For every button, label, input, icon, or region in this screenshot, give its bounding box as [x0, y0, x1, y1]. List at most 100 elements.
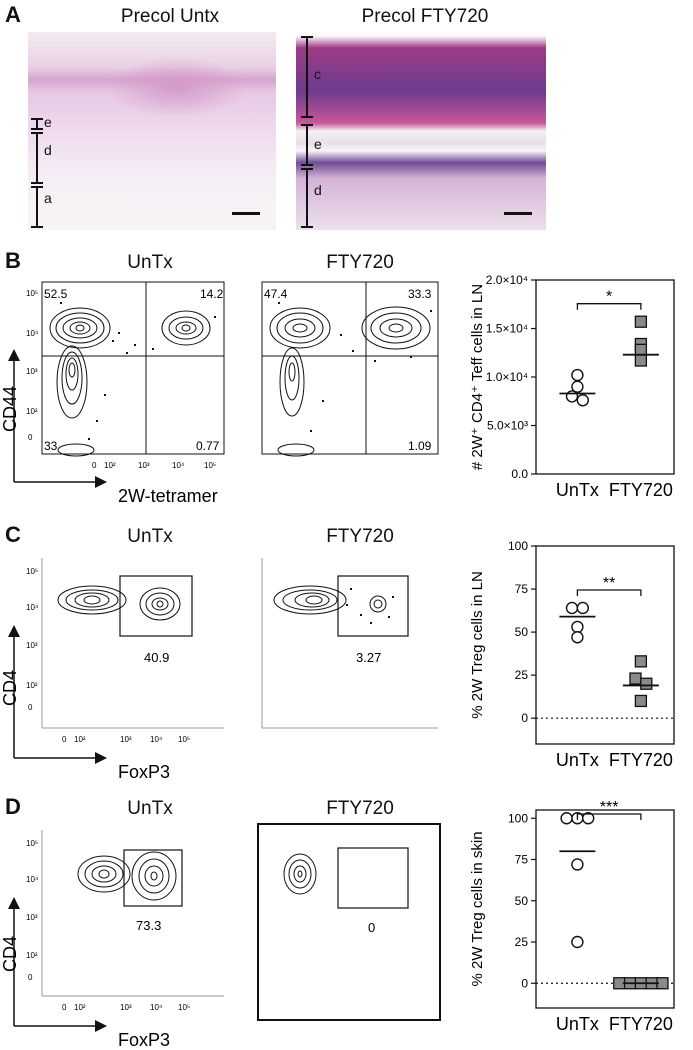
flow-plots-d: 73.3 10⁵ 10⁴ 10³ 10² 0 0 10² 10³ 10⁴ 10⁵… — [0, 823, 441, 1050]
svg-text:10²: 10² — [74, 735, 86, 744]
data-point-fty720 — [634, 694, 648, 708]
data-point-untx — [565, 390, 579, 403]
flow-b-untx-title: UnTx — [127, 252, 173, 273]
y-tick-label: 1.5×10⁴ — [486, 322, 528, 336]
flow-b-fty-plot: 47.4 33.3 1.09 — [261, 281, 439, 457]
svg-text:10²: 10² — [74, 1003, 86, 1012]
svg-text:10⁵: 10⁵ — [204, 461, 216, 470]
chart-teff-ln: 0.0 5.0×10³ 1.0×10⁴ 1.5×10⁴ 2.0×10⁴# 2W⁺ CD4… — [469, 273, 675, 500]
data-point-untx — [571, 368, 584, 382]
svg-text:10²: 10² — [26, 951, 38, 960]
significance-bracket — [576, 303, 642, 310]
y-tick-label: 50 — [515, 894, 529, 908]
svg-text:10³: 10³ — [26, 913, 38, 922]
y-tick-label: 5.0×10³ — [487, 419, 528, 433]
data-point-fty720 — [634, 354, 648, 367]
significance-marker: ** — [603, 575, 615, 592]
flow-d-fty-plot: 0 — [257, 823, 441, 1021]
significance-bracket — [576, 589, 642, 596]
data-point-untx — [571, 380, 584, 393]
significance-marker: * — [606, 289, 612, 306]
svg-text:73.3: 73.3 — [136, 918, 161, 933]
svg-text:10³: 10³ — [26, 367, 38, 376]
y-tick-label: 1.0×10⁴ — [486, 370, 528, 384]
svg-text:10⁴: 10⁴ — [150, 1003, 163, 1012]
category-label: FTY720 — [609, 480, 673, 500]
svg-text:0: 0 — [28, 703, 33, 712]
flow-plots-b: 52.5 14.2 33 0.77 10⁵ 10⁴ 10³ 10² 0 0 10… — [0, 281, 439, 506]
data-point-untx — [576, 394, 590, 407]
svg-text:FoxP3: FoxP3 — [118, 762, 170, 782]
layer-label-d-right: d — [314, 182, 322, 198]
svg-text:10⁵: 10⁵ — [178, 1003, 190, 1012]
panel-d-label: D — [5, 794, 21, 819]
layer-bracket-d-left — [31, 132, 43, 184]
scale-bar-left — [232, 212, 260, 215]
svg-text:1.09: 1.09 — [408, 439, 432, 453]
layer-bracket-a-left — [31, 186, 43, 228]
layer-bracket-c-right — [301, 36, 313, 118]
layer-bracket-e-right — [301, 124, 313, 166]
data-point-untx — [560, 812, 573, 825]
layer-label-e-right: e — [314, 136, 322, 152]
category-label: UnTx — [556, 1014, 599, 1034]
data-point-untx — [571, 858, 584, 871]
y-tick-label: 75 — [515, 582, 529, 596]
panel-c-label: C — [5, 522, 21, 547]
svg-text:10⁴: 10⁴ — [172, 461, 185, 470]
flow-d-fty-title: FTY720 — [326, 798, 394, 819]
layer-bracket-e-left — [31, 118, 43, 130]
b-x-axis-label: 2W-tetramer — [118, 486, 218, 506]
flow-b-fty-title: FTY720 — [326, 252, 394, 273]
svg-text:47.4: 47.4 — [264, 287, 288, 301]
svg-text:10⁵: 10⁵ — [26, 289, 38, 298]
flow-b-untx-plot: 52.5 14.2 33 0.77 10⁵ 10⁴ 10³ 10² 0 0 10… — [26, 281, 225, 470]
y-axis-label: % 2W Treg cells in LN — [469, 571, 486, 719]
data-point-untx — [576, 601, 590, 615]
data-point-untx — [565, 601, 579, 615]
chart-treg-ln: 0 25 50 75 100 % 2W Treg cells in LN UnTx FTY72… — [469, 539, 675, 770]
svg-text:10³: 10³ — [120, 735, 132, 744]
svg-text:10³: 10³ — [26, 641, 38, 650]
panel-b-label: B — [5, 248, 21, 273]
category-label: FTY720 — [609, 750, 673, 770]
data-point-fty720 — [634, 343, 648, 356]
y-tick-label: 2.0×10⁴ — [486, 273, 528, 287]
svg-text:10⁴: 10⁴ — [26, 603, 39, 612]
panel-a-left-title: Precol Untx — [120, 6, 220, 27]
chart-treg-skin: 0 25 50 75 100 % 2W Treg cells in skin UnTx FTY… — [469, 799, 675, 1034]
y-axis-label: % 2W Treg cells in skin — [469, 831, 486, 986]
layer-bracket-d-right — [301, 168, 313, 228]
layer-label-c-right: c — [314, 66, 321, 82]
svg-text:33.3: 33.3 — [408, 287, 432, 301]
svg-text:3.27: 3.27 — [356, 650, 381, 665]
svg-text:0: 0 — [28, 433, 33, 442]
svg-text:FoxP3: FoxP3 — [118, 1030, 170, 1050]
data-point-untx — [581, 812, 595, 825]
svg-text:0.77: 0.77 — [196, 439, 220, 453]
y-tick-label: 25 — [515, 668, 529, 682]
svg-text:10⁴: 10⁴ — [26, 329, 39, 338]
y-tick-label: 75 — [515, 853, 529, 867]
y-tick-label: 0 — [521, 711, 528, 725]
y-tick-label: 25 — [515, 935, 529, 949]
svg-text:10²: 10² — [26, 681, 38, 690]
chart-frame — [535, 545, 675, 745]
svg-text:10³: 10³ — [138, 461, 150, 470]
data-point-fty720 — [629, 672, 642, 685]
svg-text:0: 0 — [92, 461, 97, 470]
svg-text:0: 0 — [62, 1003, 67, 1012]
b-y-axis-label: CD44 — [0, 386, 20, 432]
svg-text:CD4: CD4 — [0, 670, 20, 706]
histology-fty720-image — [296, 32, 546, 230]
panel-a-label: A — [5, 2, 21, 27]
y-tick-label: 0.0 — [511, 467, 528, 481]
data-point-fty720 — [634, 315, 648, 328]
svg-text:10²: 10² — [104, 461, 116, 470]
data-point-fty720 — [634, 655, 648, 668]
category-label: UnTx — [556, 480, 599, 500]
data-point-untx — [571, 935, 584, 949]
svg-text:10³: 10³ — [120, 1003, 132, 1012]
flow-c-fty-plot: 3.27 — [261, 558, 438, 729]
scale-bar-right — [504, 212, 532, 215]
